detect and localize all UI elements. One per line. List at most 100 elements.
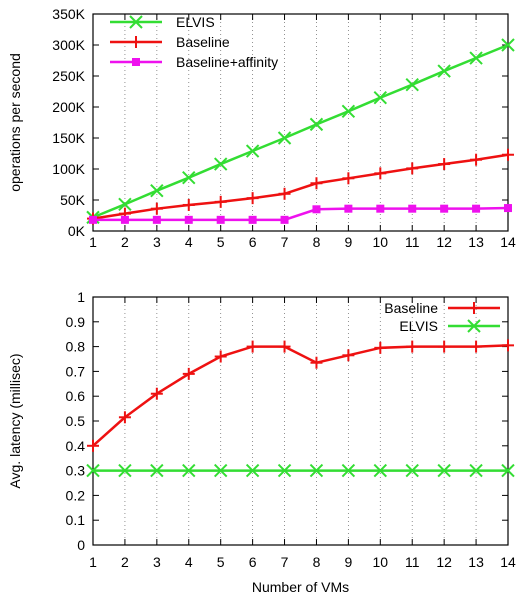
data-point xyxy=(280,215,289,224)
x-tick-label: 6 xyxy=(249,554,257,570)
legend-label: Baseline+affinity xyxy=(176,54,278,70)
data-point xyxy=(438,158,451,171)
data-point xyxy=(118,411,131,424)
data-point xyxy=(373,90,388,105)
data-point xyxy=(469,51,483,65)
data-point xyxy=(344,204,353,213)
y-tick-label: 0 xyxy=(77,537,85,553)
series-line xyxy=(93,206,509,222)
y-tick-label: 0.1 xyxy=(66,512,86,528)
data-point xyxy=(277,131,292,145)
data-point xyxy=(118,197,132,212)
data-point xyxy=(213,463,228,478)
data-point xyxy=(310,356,323,369)
x-tick-label: 4 xyxy=(185,234,193,250)
legend-marker xyxy=(130,36,142,48)
data-point xyxy=(373,463,388,478)
y-tick-label: 0.7 xyxy=(66,363,86,379)
data-point xyxy=(184,215,193,224)
x-tick-label: 14 xyxy=(500,234,516,250)
x-tick-label: 1 xyxy=(89,234,97,250)
x-tick-label: 10 xyxy=(373,554,389,570)
x-tick-label: 11 xyxy=(405,554,420,570)
data-point xyxy=(405,463,419,478)
data-point xyxy=(470,340,483,353)
x-axis-label: Number of VMs xyxy=(252,579,349,595)
plot-frame xyxy=(92,13,509,232)
data-point xyxy=(342,172,355,185)
x-tick-label: 14 xyxy=(500,554,516,570)
data-point xyxy=(469,463,483,478)
x-tick-label: 7 xyxy=(281,234,289,250)
y-tick-label: 0.4 xyxy=(66,438,86,454)
data-point xyxy=(312,205,321,214)
data-point xyxy=(245,144,260,158)
x-tick-label: 6 xyxy=(249,234,257,250)
data-point xyxy=(376,204,385,213)
x-tick-label: 8 xyxy=(313,554,321,570)
data-point xyxy=(406,340,419,353)
legend-label: ELVIS xyxy=(399,318,438,334)
legend-label: Baseline xyxy=(176,34,230,50)
x-tick-label: 7 xyxy=(281,554,289,570)
data-point xyxy=(245,463,260,478)
series-line xyxy=(92,344,509,447)
data-point xyxy=(405,77,419,92)
legend: Baseline ELVIS xyxy=(384,300,500,334)
y-tick-label: 0K xyxy=(68,223,86,239)
x-tick-label: 12 xyxy=(436,554,452,570)
data-point xyxy=(504,204,512,213)
legend-marker xyxy=(129,15,143,29)
y-axis-label: operations per second xyxy=(7,53,23,192)
data-point xyxy=(472,204,481,213)
y-tick-label: 0.2 xyxy=(66,487,86,503)
data-point xyxy=(406,162,419,175)
y-tick-label: 0.9 xyxy=(66,314,86,330)
y-axis-label: Avg. latency (millisec) xyxy=(7,353,23,488)
legend-marker xyxy=(468,302,480,314)
data-point xyxy=(341,104,356,119)
data-point xyxy=(248,215,257,224)
data-point xyxy=(182,367,195,380)
data-point xyxy=(278,187,291,200)
data-point xyxy=(86,463,100,478)
data-point xyxy=(501,463,515,478)
data-point xyxy=(374,167,387,180)
latency-chart: 00.10.20.30.40.50.60.70.80.911 2 3 4 5 6 7 8 9 10… xyxy=(7,289,516,595)
x-tick-label: 9 xyxy=(344,234,352,250)
data-point xyxy=(341,463,356,478)
x-tick-label: 9 xyxy=(344,554,352,570)
x-tick-label: 1 xyxy=(89,554,97,570)
data-point xyxy=(437,64,451,78)
data-point xyxy=(182,198,195,211)
y-tick-label: 150K xyxy=(52,130,85,146)
data-point xyxy=(214,350,227,363)
legend: ELVIS Baseline Baseline+affinity xyxy=(110,14,278,70)
y-tick-label: 0.5 xyxy=(66,413,86,429)
y-tick-label: 50K xyxy=(60,192,86,208)
legend-label: Baseline xyxy=(384,300,438,316)
data-point xyxy=(277,463,292,478)
data-point xyxy=(216,215,225,224)
data-point xyxy=(501,38,515,52)
data-point xyxy=(118,463,132,478)
data-point xyxy=(213,157,228,171)
y-tick-label: 300K xyxy=(52,37,85,53)
data-point xyxy=(408,204,417,213)
x-tick-label: 13 xyxy=(468,234,484,250)
data-point xyxy=(374,341,387,354)
x-tick-label: 2 xyxy=(121,234,129,250)
data-point xyxy=(309,117,324,132)
x-tick-label: 13 xyxy=(468,554,484,570)
data-point xyxy=(310,177,323,190)
data-point xyxy=(150,463,164,478)
data-point xyxy=(182,463,196,478)
y-tick-label: 200K xyxy=(52,99,85,115)
x-tick-label: 12 xyxy=(436,234,452,250)
data-point xyxy=(89,215,97,224)
data-point xyxy=(278,340,291,353)
y-tick-label: 350K xyxy=(52,6,85,22)
x-tick-label: 11 xyxy=(405,234,420,250)
legend-label: ELVIS xyxy=(176,14,215,30)
data-point xyxy=(437,463,451,478)
